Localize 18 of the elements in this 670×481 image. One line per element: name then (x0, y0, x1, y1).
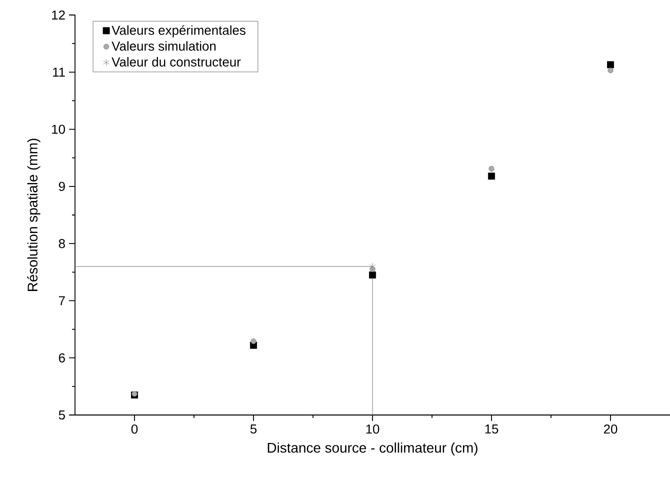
y-tick-label: 9 (58, 182, 65, 192)
legend-label: Valeurs expérimentales (112, 25, 246, 38)
y-tick-label: 5 (58, 410, 65, 420)
x-tick-label: 15 (485, 424, 498, 434)
y-tick-label: 8 (58, 238, 65, 248)
legend-label: Valeurs simulation (112, 41, 216, 51)
y-tick-label: 11 (53, 68, 65, 77)
x-axis-title: Distance source - collimateur (cm) (268, 442, 478, 456)
y-tick-label: 12 (52, 10, 65, 20)
x-tick-label: 10 (366, 424, 380, 434)
y-axis-title: Résolution spatiale (mm) (27, 138, 40, 291)
y-tick-label: 10 (52, 124, 65, 134)
x-tick-label: 5 (250, 424, 257, 434)
x-tick-label: 20 (604, 424, 618, 434)
y-tick-label: 6 (58, 353, 65, 362)
legend-label: Valeur du constructeur (112, 57, 241, 67)
y-tick-label: 7 (58, 296, 65, 306)
x-tick-label: 0 (131, 424, 138, 434)
